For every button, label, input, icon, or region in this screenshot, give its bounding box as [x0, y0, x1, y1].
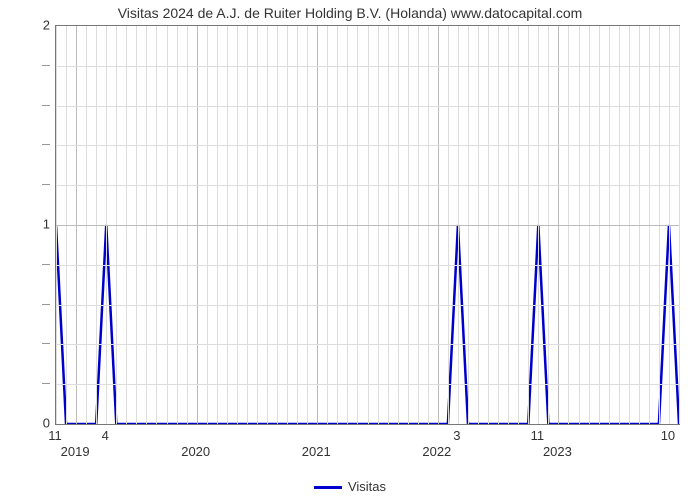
legend-swatch — [314, 486, 342, 489]
gridline-h — [56, 384, 679, 385]
gridline-h — [56, 66, 679, 67]
x-data-label: 3 — [453, 428, 460, 443]
x-data-label: 10 — [661, 428, 675, 443]
gridline-h — [56, 145, 679, 146]
gridline-h — [56, 344, 679, 345]
y-tick-label: 2 — [10, 18, 50, 33]
x-tick-label-year: 2019 — [61, 444, 90, 459]
y-tick-label: 0 — [10, 416, 50, 431]
y-tick-label: 1 — [10, 217, 50, 232]
x-data-label: 11 — [531, 428, 545, 443]
y-minor-tick — [42, 105, 50, 106]
gridline-h — [56, 106, 679, 107]
y-minor-tick — [42, 304, 50, 305]
chart-container: Visitas 2024 de A.J. de Ruiter Holding B… — [0, 0, 700, 500]
gridline-h — [56, 185, 679, 186]
x-data-label: 11 — [48, 428, 62, 443]
y-minor-tick — [42, 343, 50, 344]
gridline-v — [679, 26, 680, 424]
y-minor-tick — [42, 184, 50, 185]
gridline-h-major — [56, 225, 679, 226]
gridline-h — [56, 305, 679, 306]
x-tick-label-year: 2022 — [422, 444, 451, 459]
x-tick-label-year: 2020 — [181, 444, 210, 459]
plot-area — [55, 25, 680, 425]
x-data-label: 4 — [102, 428, 109, 443]
y-minor-tick — [42, 383, 50, 384]
y-minor-tick — [42, 144, 50, 145]
x-tick-label-year: 2023 — [543, 444, 572, 459]
y-minor-tick — [42, 264, 50, 265]
legend-label: Visitas — [348, 479, 386, 494]
legend: Visitas — [0, 479, 700, 494]
chart-title: Visitas 2024 de A.J. de Ruiter Holding B… — [0, 5, 700, 21]
x-tick-label-year: 2021 — [302, 444, 331, 459]
gridline-h — [56, 265, 679, 266]
y-minor-tick — [42, 65, 50, 66]
